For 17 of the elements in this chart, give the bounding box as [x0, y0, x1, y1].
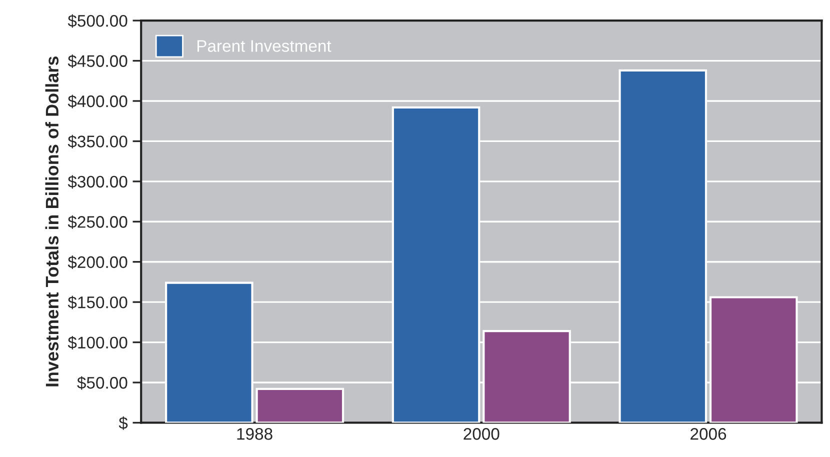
y-tick-label: $300.00: [68, 175, 128, 189]
legend-label: Parent Investment: [197, 40, 332, 52]
y-tick-label: $150.00: [68, 296, 128, 310]
y-tick-label: $250.00: [68, 215, 128, 229]
y-tick-label: $450.00: [68, 54, 128, 68]
y-tick-label: $500.00: [68, 14, 128, 28]
x-tick-label: 2006: [690, 428, 726, 440]
y-tick-label: $200.00: [68, 256, 128, 270]
y-tick-label: $: [118, 416, 128, 430]
bar: [256, 388, 344, 423]
y-tick-label: $400.00: [68, 94, 128, 108]
y-axis-title: Investment Totals in Billions of Dollars: [45, 56, 59, 386]
x-tick-label: 1988: [237, 428, 272, 440]
y-tick-label: $50.00: [77, 376, 128, 390]
y-tick-label: $100.00: [68, 336, 128, 350]
y-tick-label: $350.00: [68, 134, 128, 148]
x-tick-label: 2000: [464, 428, 500, 440]
